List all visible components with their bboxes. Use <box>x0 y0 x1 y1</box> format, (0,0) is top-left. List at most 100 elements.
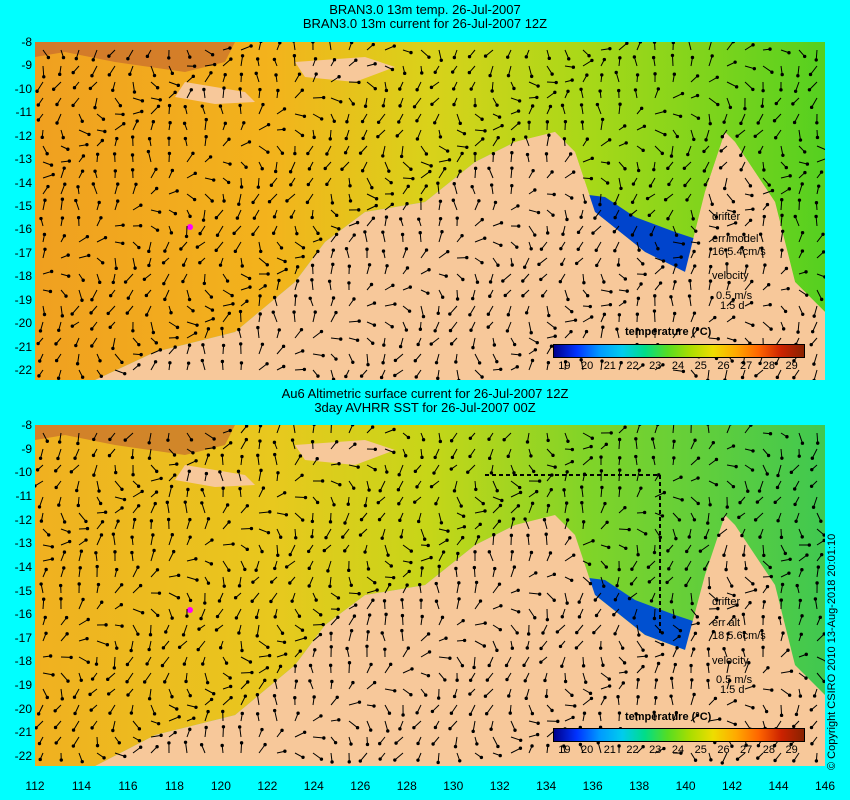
current-arrow-head <box>433 725 438 730</box>
top-err-value: 16 5.4cm/s <box>712 246 766 258</box>
current-arrow-head <box>243 694 248 698</box>
current-arrow-head <box>348 199 353 203</box>
current-arrow-head <box>50 545 55 549</box>
current-arrow-head <box>687 294 692 298</box>
current-arrow-head <box>76 185 80 189</box>
current-arrow-head <box>206 517 211 521</box>
current-arrow <box>330 97 341 103</box>
current-arrow-head <box>510 550 514 554</box>
current-arrow-head <box>452 102 456 107</box>
bottom-lat-label: -16 <box>14 607 32 622</box>
top-lat-label: -11 <box>15 105 32 120</box>
current-arrow <box>671 678 674 690</box>
current-arrow-head <box>488 294 492 298</box>
current-arrow-head <box>452 182 456 186</box>
current-arrow-head <box>387 169 391 173</box>
current-arrow-head <box>792 375 796 380</box>
current-arrow <box>708 209 717 218</box>
current-arrow-head <box>666 549 670 553</box>
current-arrow-head <box>486 325 490 329</box>
current-arrow <box>690 592 693 604</box>
current-arrow-head <box>398 87 402 91</box>
current-arrow-head <box>415 711 419 715</box>
current-arrow-head <box>90 344 94 348</box>
current-arrow-head <box>295 265 300 269</box>
current-arrow <box>474 237 485 243</box>
top-map-svg <box>35 42 825 380</box>
current-arrow-head <box>372 680 377 685</box>
current-arrow-head <box>573 704 577 708</box>
current-arrow-head <box>389 180 393 185</box>
current-arrow-head <box>466 470 470 474</box>
current-arrow-head <box>397 120 401 124</box>
current-arrow-head <box>382 599 387 603</box>
colorbar-tick-label: 23 <box>649 744 662 756</box>
bottom-temperature-map[interactable] <box>35 425 825 766</box>
current-arrow <box>60 184 66 195</box>
current-arrow-head <box>658 535 663 540</box>
current-arrow-head <box>471 345 475 350</box>
current-arrow-head <box>680 498 684 502</box>
current-arrow-head <box>400 598 404 602</box>
current-arrow-head <box>634 454 638 459</box>
current-arrow-head <box>496 263 500 267</box>
current-arrow-head <box>804 270 808 274</box>
current-arrow-head <box>706 378 710 380</box>
current-arrow <box>394 752 404 761</box>
current-arrow-head <box>708 279 713 283</box>
current-arrow-head <box>434 360 439 365</box>
current-arrow <box>150 105 159 115</box>
current-arrow-head <box>374 203 378 208</box>
current-arrow-head <box>398 217 403 221</box>
current-arrow-head <box>175 335 179 340</box>
current-arrow-head <box>750 468 755 472</box>
current-arrow-head <box>80 375 85 379</box>
current-arrow-head <box>604 565 609 569</box>
current-arrow <box>258 470 262 482</box>
current-arrow-head <box>184 679 188 684</box>
current-arrow <box>330 312 337 323</box>
current-arrow <box>582 540 594 546</box>
current-arrow-head <box>372 704 376 708</box>
top-temperature-map[interactable] <box>35 42 825 380</box>
current-arrow-head <box>444 636 448 640</box>
current-arrow-head <box>228 162 232 166</box>
current-arrow-head <box>381 154 385 158</box>
current-arrow <box>813 496 818 508</box>
current-arrow <box>809 81 818 91</box>
current-arrow-head <box>345 120 349 124</box>
current-arrow-head <box>157 591 162 595</box>
current-arrow-head <box>77 582 81 586</box>
current-arrow-head <box>570 459 575 464</box>
current-arrow-head <box>715 615 719 620</box>
current-arrow-head <box>438 216 443 221</box>
bottom-velocity-label: velocity <box>712 655 749 667</box>
current-arrow-head <box>481 137 485 141</box>
current-arrow-head <box>447 158 452 162</box>
current-arrow-head <box>181 633 186 637</box>
current-arrow-head <box>603 501 607 506</box>
current-arrow-head <box>38 359 42 363</box>
current-arrow-head <box>282 107 287 111</box>
current-arrow-head <box>436 760 440 765</box>
current-arrow <box>186 321 198 326</box>
current-arrow-head <box>123 754 127 759</box>
current-arrow-head <box>443 678 447 682</box>
current-arrow-head <box>762 214 766 219</box>
current-arrow-head <box>299 327 304 332</box>
current-arrow-head <box>642 124 647 129</box>
current-arrow-head <box>62 520 67 524</box>
current-arrow-head <box>89 311 93 315</box>
current-arrow-head <box>672 615 676 619</box>
current-arrow-head <box>101 117 106 121</box>
current-arrow-head <box>490 89 494 93</box>
current-arrow-head <box>407 569 411 574</box>
current-arrow-head <box>521 294 525 298</box>
current-arrow-head <box>452 55 457 60</box>
current-arrow-head <box>813 597 818 601</box>
current-arrow <box>528 592 540 595</box>
current-arrow-head <box>239 72 244 77</box>
current-arrow-head <box>501 279 505 283</box>
current-arrow-head <box>39 519 44 523</box>
current-arrow-head <box>714 482 719 487</box>
